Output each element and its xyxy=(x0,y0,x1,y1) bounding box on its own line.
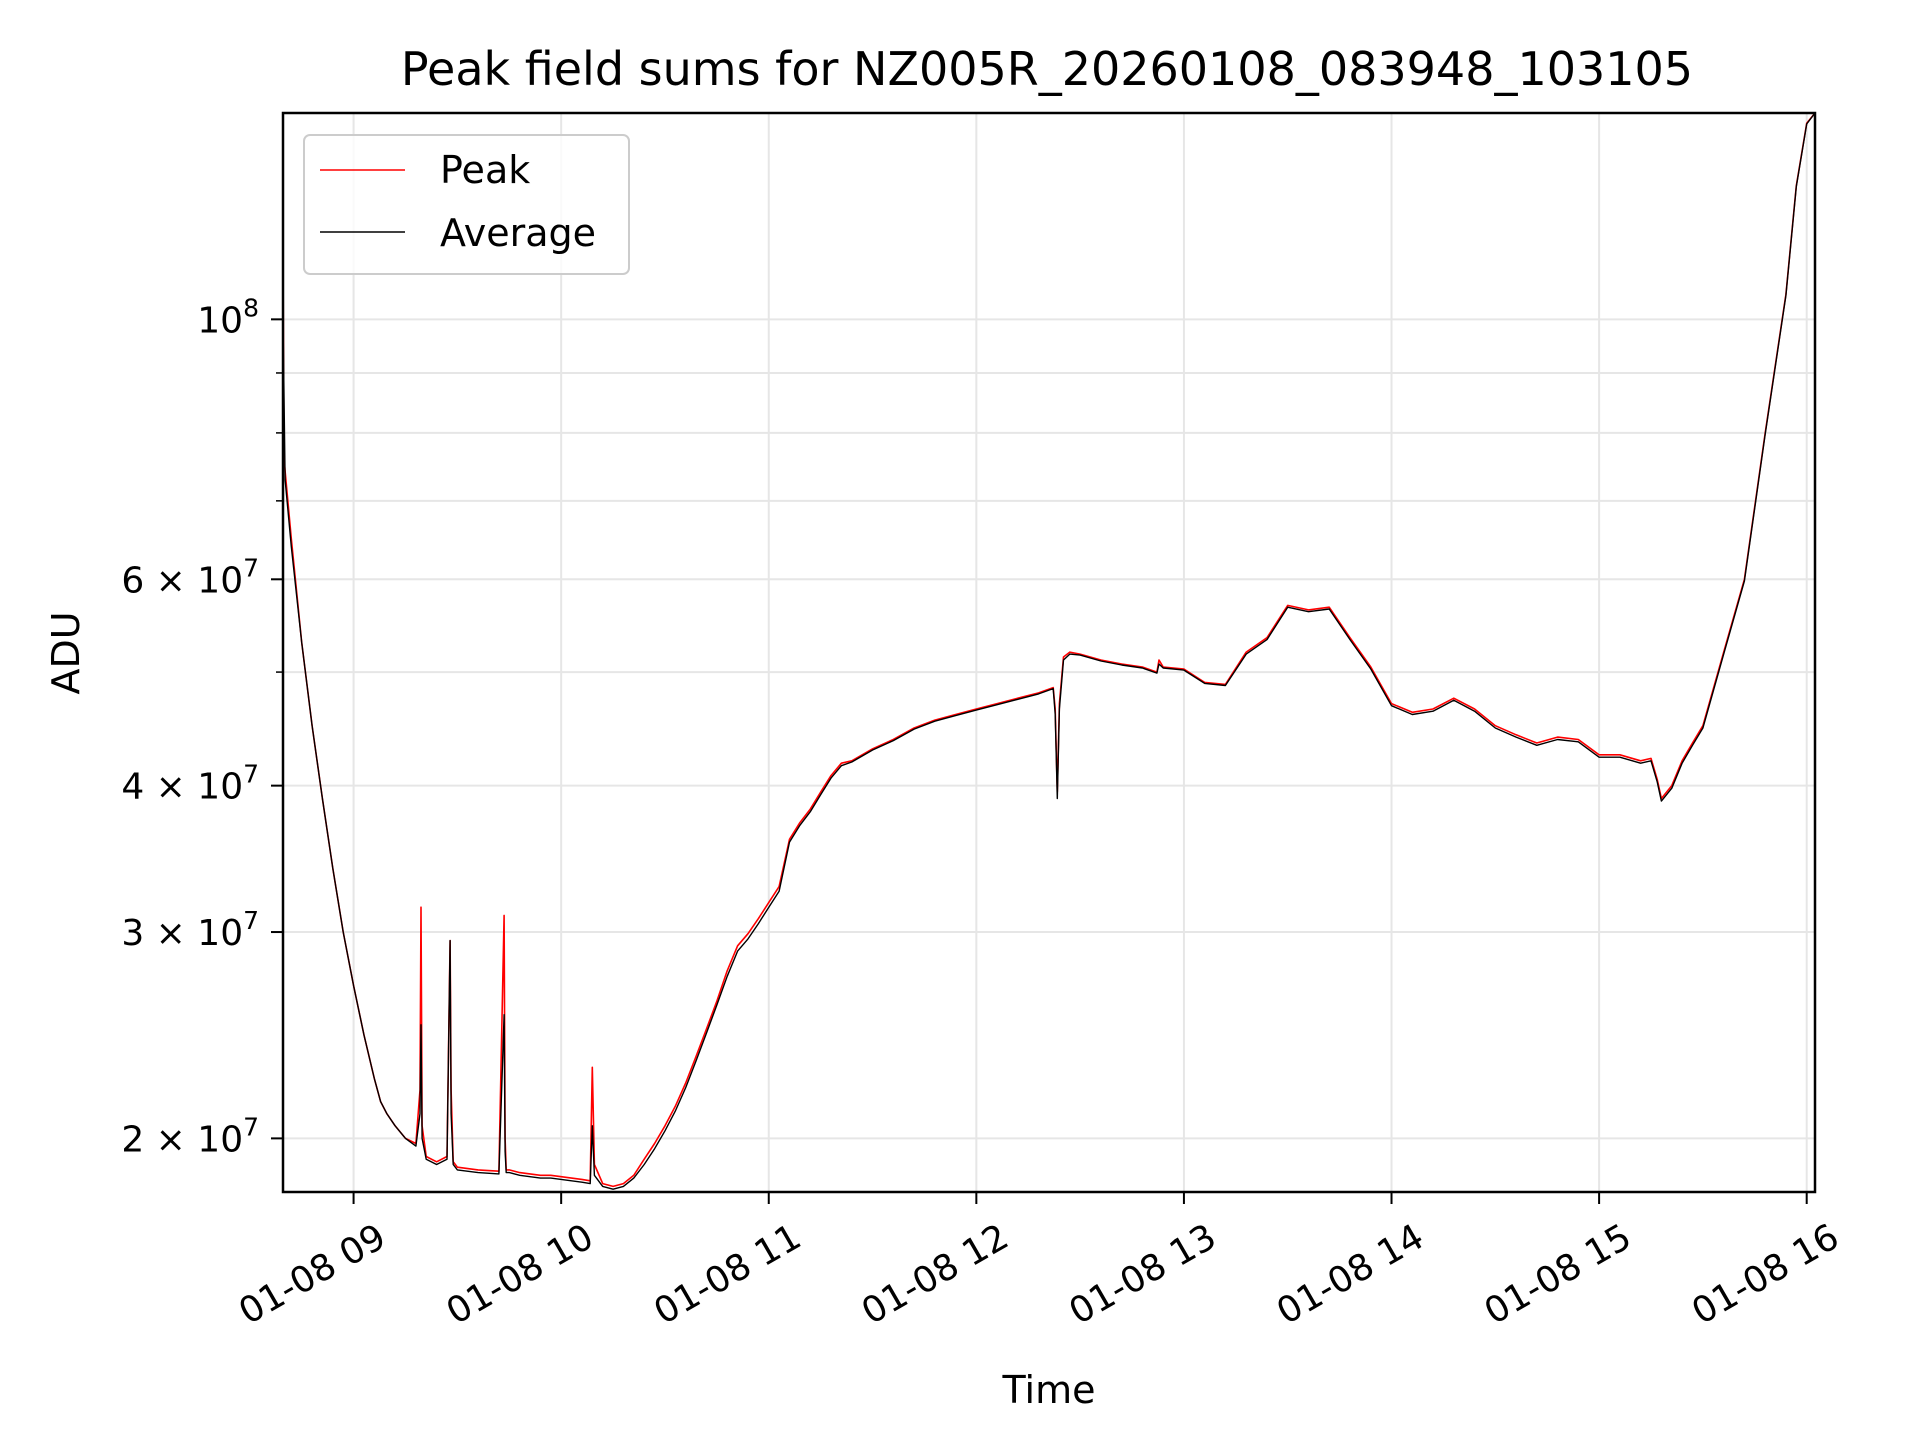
series-lines xyxy=(283,113,1815,1190)
legend-label-average: Average xyxy=(440,211,596,255)
y-tick-labels: 2 × 107 3 × 107 4 × 107 6 × 107 108 xyxy=(121,293,259,1160)
plot-area xyxy=(283,113,1815,1190)
plot-frame xyxy=(281,111,1817,1194)
series-line-peak xyxy=(283,113,1815,1188)
legend: Peak Average xyxy=(303,134,630,275)
x-axis-label: Time xyxy=(1002,1368,1096,1412)
legend-label-peak: Peak xyxy=(440,148,530,192)
y-tick-label: 2 × 107 xyxy=(121,1112,259,1160)
y-tick-label: 108 xyxy=(197,293,259,341)
y-tick-label: 4 × 107 xyxy=(121,760,259,808)
y-tick-label: 3 × 107 xyxy=(121,906,259,954)
series-line-average xyxy=(283,113,1815,1190)
y-tick-label: 6 × 107 xyxy=(121,553,259,601)
chart-title: Peak field sums for NZ005R_20260108_0839… xyxy=(401,42,1693,96)
grid xyxy=(283,113,1815,1192)
y-axis-label: ADU xyxy=(44,611,88,694)
